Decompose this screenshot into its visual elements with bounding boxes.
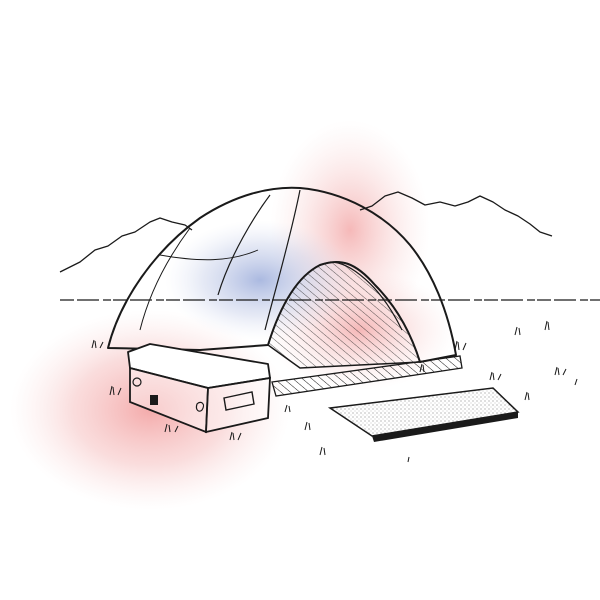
grass-4 [229,431,242,441]
mat-edge [372,412,518,442]
cooler-latch [223,391,255,411]
grass-6 [304,421,311,431]
ground-mat [327,387,520,442]
tent-seam-2 [264,189,301,331]
tent-seam-1 [217,194,271,296]
grass-16 [407,456,410,463]
grass-10 [544,320,550,331]
cooler-heart-icon [195,401,205,412]
grass-9 [514,326,521,336]
grass-5 [284,404,291,413]
grass-1 [91,339,104,349]
cooler-vent-mark [150,395,158,405]
dome-tent [107,186,463,397]
cooler-side [205,376,271,434]
grass-tufts [91,320,578,463]
grass-2 [109,385,122,396]
tent-fold [159,249,259,261]
grass-15 [319,446,326,456]
mountain-left [59,217,193,273]
tent-entrance [267,261,422,369]
grass-8 [489,371,502,381]
tent-floor-strip [271,355,463,397]
mountain-right [359,191,553,237]
cooler-box [127,343,271,434]
tent-seam-3 [139,227,191,331]
grass-11 [554,366,567,376]
grass-3 [164,423,179,433]
grass-13 [574,378,578,386]
grass-12 [524,391,530,401]
grass-7 [454,340,467,351]
cooler-plug-icon [132,377,142,387]
entrance-flap-edge [329,261,403,331]
grass-14 [419,363,425,373]
